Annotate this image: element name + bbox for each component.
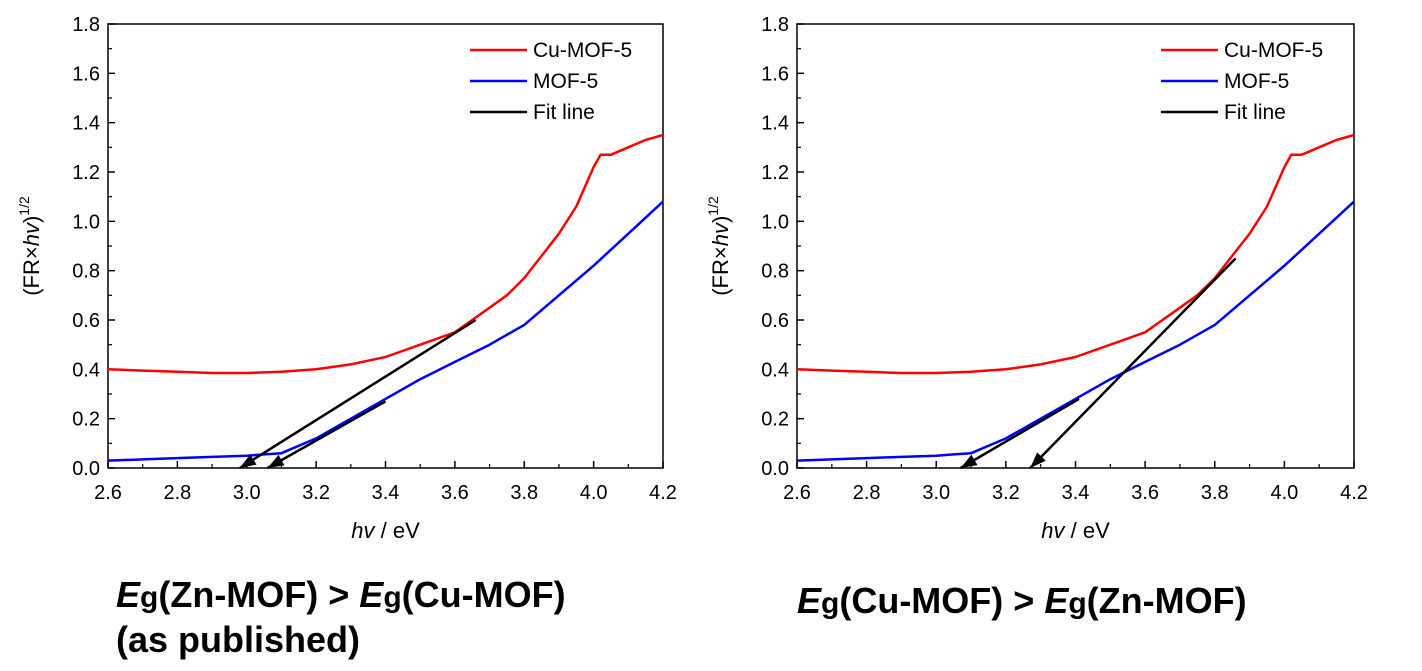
legend-label: Fit line	[1224, 101, 1286, 124]
y-tick-label: 1.6	[72, 63, 100, 85]
x-tick-label: 3.2	[302, 482, 330, 504]
x-tick-label: 2.6	[94, 482, 122, 504]
x-tick-label: 3.4	[1062, 482, 1090, 504]
legend: Cu-MOF-5 MOF-5 Fit line	[1161, 39, 1323, 124]
y-axis-title: (FR×hv)1/2	[705, 196, 733, 296]
series-line-cu-mof-5	[796, 133, 1355, 375]
fit-line-1	[239, 318, 477, 470]
fit-arrowhead-1	[239, 454, 257, 468]
y-tick-label: 0.6	[72, 310, 100, 332]
x-tick-label: 3.2	[992, 482, 1020, 504]
fit-arrowhead-2	[267, 454, 285, 468]
y-tick-label: 0.0	[761, 458, 789, 480]
x-tick-label: 4.0	[1270, 482, 1298, 504]
fit-arrowhead-2	[1030, 452, 1046, 468]
caption-right: Eg(Cu-MOF) > Eg(Zn-MOF)	[797, 580, 1247, 625]
y-tick-label: 1.8	[72, 14, 100, 36]
legend-label: Cu-MOF-5	[533, 39, 632, 62]
y-tick-label: 1.6	[761, 63, 789, 85]
series-line-mof-5	[796, 200, 1355, 462]
x-tick-label: 2.6	[783, 482, 811, 504]
fit-line-2	[1029, 257, 1237, 469]
legend-label: Fit line	[533, 101, 595, 124]
fit-arrowhead-1	[960, 454, 978, 468]
legend: Cu-MOF-5 MOF-5 Fit line	[470, 39, 632, 124]
y-tick-label: 1.0	[761, 211, 789, 233]
y-tick-label: 1.8	[761, 14, 789, 36]
x-tick-label: 3.0	[922, 482, 950, 504]
y-tick-label: 1.2	[72, 162, 100, 184]
x-tick-label: 3.4	[372, 482, 400, 504]
fit-line-2	[266, 400, 387, 470]
x-tick-label: 4.2	[1340, 482, 1368, 504]
y-tick-label: 1.4	[761, 113, 789, 135]
x-tick-label: 4.0	[580, 482, 608, 504]
caption-left: Eg(Zn-MOF) > Eg(Cu-MOF) (as published)	[116, 574, 566, 661]
x-tick-label: 3.6	[441, 482, 469, 504]
series-line-mof-5	[107, 200, 664, 462]
x-tick-label: 3.8	[510, 482, 538, 504]
x-tick-label: 3.0	[233, 482, 261, 504]
y-tick-label: 0.8	[72, 261, 100, 283]
y-tick-label: 0.2	[72, 409, 100, 431]
series-line-cu-mof-5	[107, 133, 664, 375]
legend-label: MOF-5	[1224, 70, 1289, 93]
y-tick-label: 1.4	[72, 113, 100, 135]
caption-right-line1: Eg(Cu-MOF) > Eg(Zn-MOF)	[797, 580, 1247, 621]
figure-canvas: 2.6 2.8 3.0 3.2 3.4 3.6 3.8 4.0 4.2 0.0 0.2 0.4 0.6 0…	[16, 14, 1368, 543]
x-tick-label: 3.6	[1131, 482, 1159, 504]
y-tick-label: 0.4	[72, 359, 100, 381]
legend-label: MOF-5	[533, 70, 598, 93]
x-tick-label: 2.8	[853, 482, 881, 504]
caption-left-line2: (as published)	[116, 619, 361, 660]
fit-line-1	[959, 397, 1080, 470]
y-tick-label: 1.0	[72, 211, 100, 233]
y-tick-label: 0.0	[72, 458, 100, 480]
y-axis-title: (FR×hv)1/2	[16, 196, 44, 296]
legend-label: Cu-MOF-5	[1224, 39, 1323, 62]
caption-left-line1: Eg(Zn-MOF) > Eg(Cu-MOF)	[116, 574, 566, 615]
chart-left: 2.6 2.8 3.0 3.2 3.4 3.6 3.8 4.0 4.2 0.0 0.2 0.4 0.6 0…	[16, 14, 677, 543]
y-tick-label: 0.8	[761, 261, 789, 283]
chart-right: 2.6 2.8 3.0 3.2 3.4 3.6 3.8 4.0 4.2 0.0 0.2 0.4 0.6 0…	[705, 14, 1368, 543]
x-axis-title: hv / eV	[351, 518, 420, 543]
x-tick-label: 3.8	[1201, 482, 1229, 504]
y-tick-label: 1.2	[761, 162, 789, 184]
y-tick-label: 0.6	[761, 310, 789, 332]
x-tick-label: 2.8	[163, 482, 191, 504]
x-tick-label: 4.2	[649, 482, 677, 504]
y-tick-label: 0.2	[761, 409, 789, 431]
y-tick-label: 0.4	[761, 359, 789, 381]
x-axis-title: hv / eV	[1041, 518, 1110, 543]
